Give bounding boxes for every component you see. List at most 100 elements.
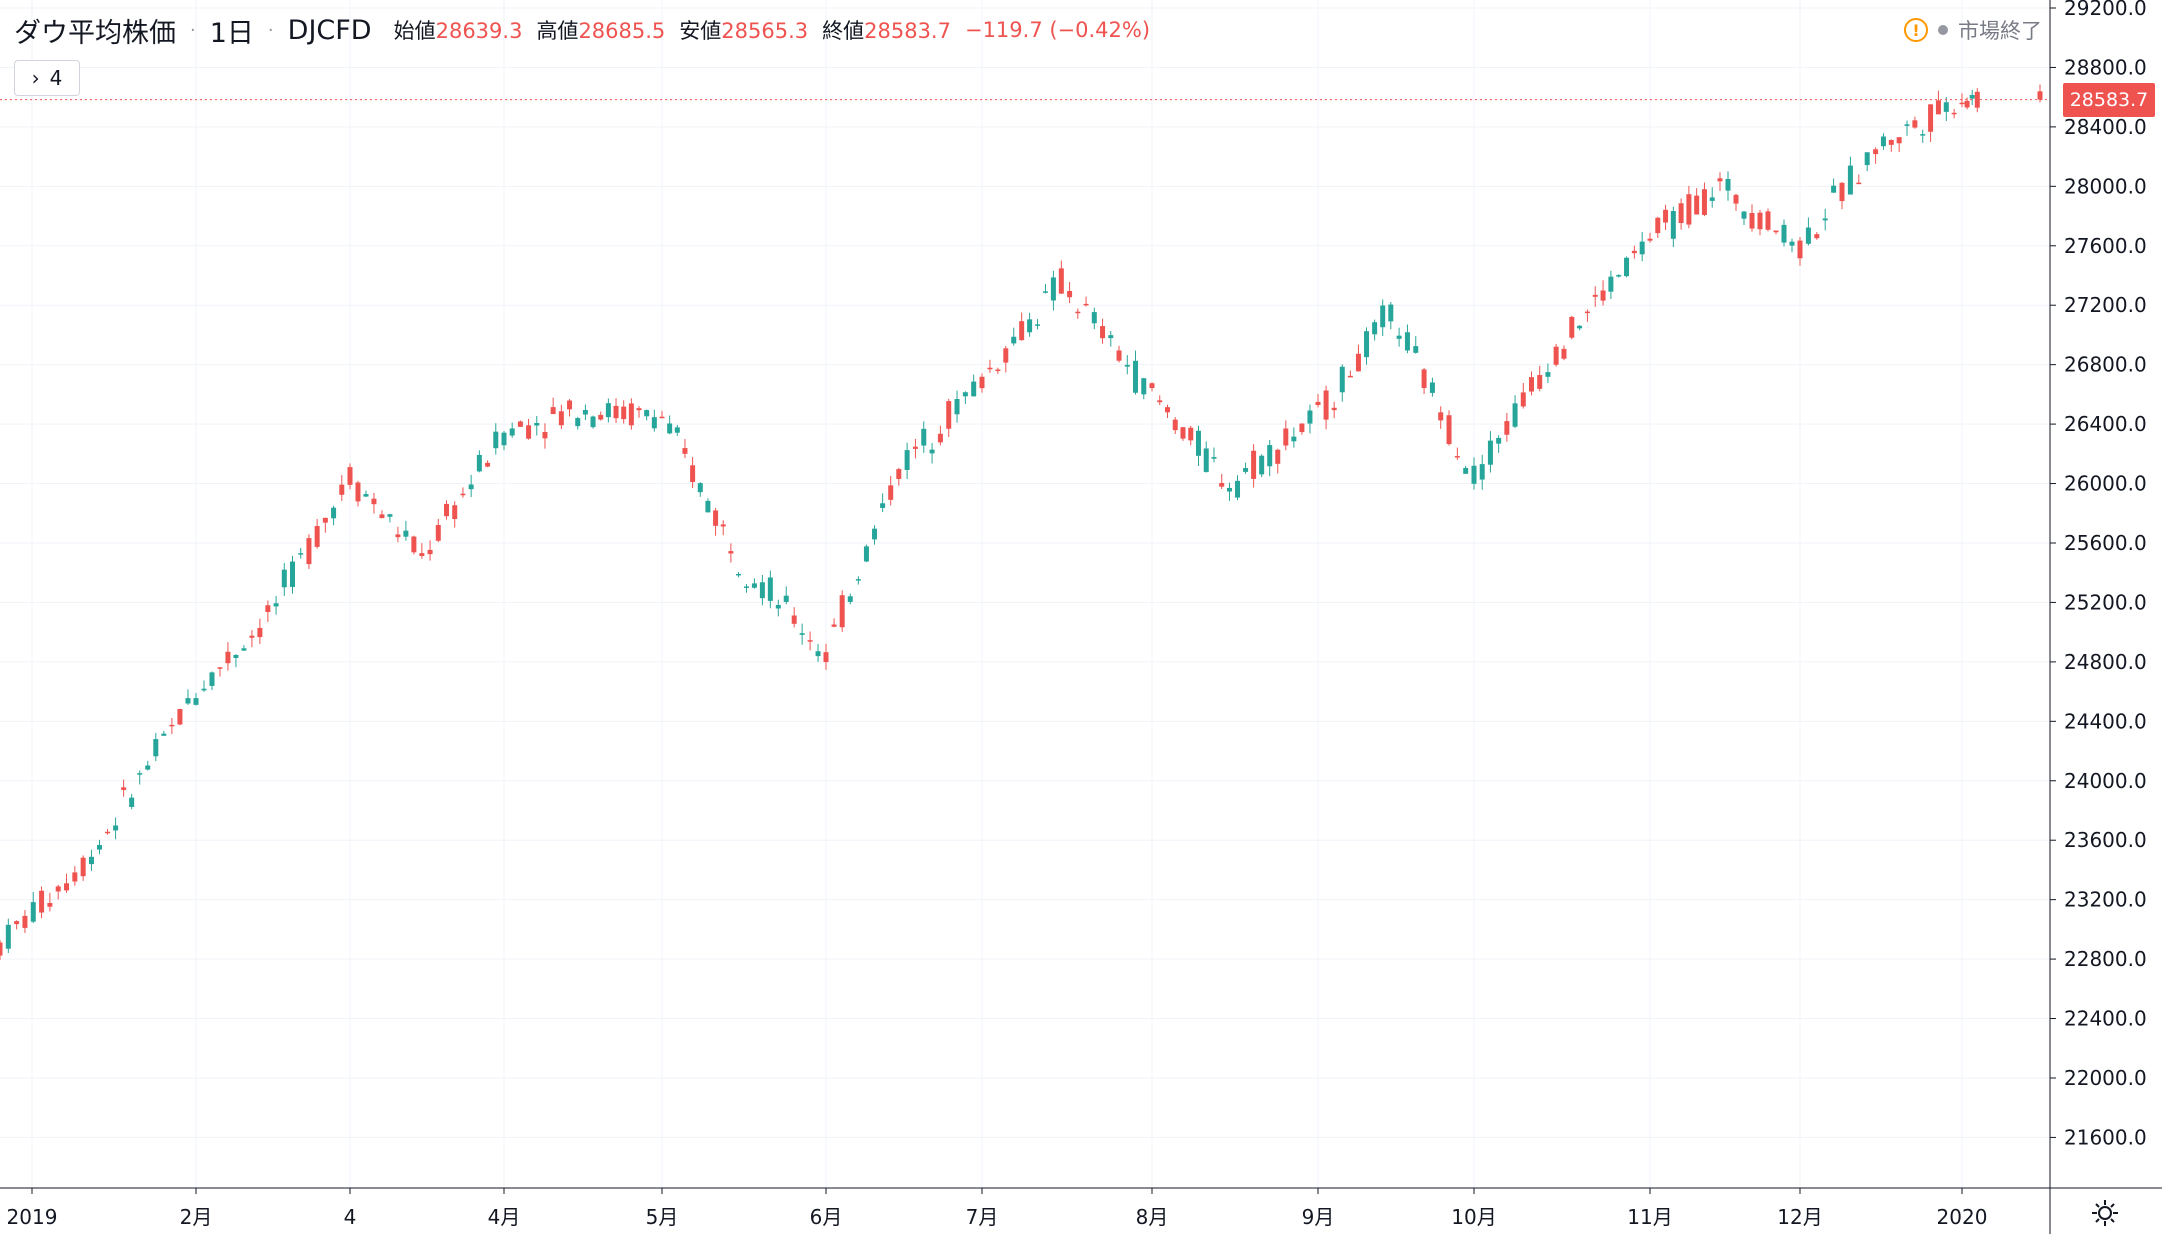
instrument-title[interactable]: ダウ平均株価 [14,17,176,49]
candle-body [1741,211,1747,219]
candle-body [427,549,433,555]
candle [567,399,573,417]
warning-icon[interactable]: ! [1904,18,1928,42]
candle [47,892,53,912]
candle-body [363,494,369,497]
candle-body [225,651,231,664]
candle-body [1116,350,1122,361]
candle [444,500,450,520]
candle-body [605,403,611,418]
candle-body [995,369,1001,372]
candle [1413,336,1419,354]
y-tick-label: 26800.0 [2064,353,2147,377]
candle [1108,330,1114,347]
candle [1075,308,1081,319]
candle [1058,260,1064,294]
symbol-label[interactable]: DJCFD [287,14,372,46]
candle-body [659,416,665,419]
candle-body [1235,480,1241,498]
candle-body [1686,194,1692,225]
y-tick-label: 24800.0 [2064,650,2147,674]
candle-body [306,538,312,565]
candle-body [193,698,199,705]
candle-body [847,596,853,602]
candle [30,892,36,923]
candle [298,547,304,559]
candle-body [1364,331,1370,358]
candle [1805,217,1811,246]
candle [1243,462,1249,474]
candle-body [954,399,960,415]
candle [355,480,361,507]
candle-body [185,698,191,704]
candle-body [395,534,401,538]
candle [1100,318,1106,344]
candle [621,400,627,424]
candle-body [1446,415,1452,445]
y-tick-label: 26400.0 [2064,412,2147,436]
candle [767,570,773,609]
candle-body [823,652,829,663]
candle-body [1463,467,1469,474]
candle [1569,315,1575,340]
candle-body [1058,268,1064,294]
market-status[interactable]: ! 市場終了 [1904,12,2042,48]
interval-label[interactable]: 1日 [209,17,254,49]
candle [1195,425,1201,467]
candle [1608,270,1614,299]
candle-body [273,603,279,607]
candle [145,760,151,771]
candle-body [682,448,688,454]
candle-body [1307,410,1313,424]
candle-body [322,517,328,523]
candle-body [1388,304,1394,322]
candle-body [1624,257,1630,277]
candle [954,390,960,423]
candle [1372,319,1378,341]
candle [1259,454,1265,478]
candle-body [674,427,680,433]
candle [1446,410,1452,446]
candle-body [1864,152,1870,166]
candle-body [1773,230,1779,233]
candle [161,730,167,737]
candle-body [1429,382,1435,393]
candle-body [831,624,837,627]
candle-body [1873,149,1879,155]
candle-body [1631,250,1637,254]
indicators-toggle-button[interactable]: › 4 [14,60,80,96]
candle [791,607,797,628]
candle-body [1180,427,1186,439]
candle-body [1896,137,1902,144]
candle-body [97,844,103,850]
candle-body [1091,312,1097,324]
candle [1888,139,1894,152]
candle [1315,393,1321,408]
candle [1463,465,1469,474]
gear-icon[interactable] [2090,1198,2120,1228]
candle-body [1592,294,1598,297]
candle [1814,232,1820,240]
candle [847,593,853,605]
candle [912,438,918,459]
candle [1686,185,1692,229]
candle-body [1380,305,1386,328]
candle [476,450,482,473]
candle-body [1789,241,1795,246]
candle-body [129,797,135,807]
candle-body [460,493,466,496]
candle-body [728,551,734,554]
candle-body [1487,440,1493,465]
candle [517,420,523,427]
candle-body [1504,421,1510,435]
candle [1592,286,1598,307]
candle [177,708,183,726]
candle [1757,209,1763,236]
candle [1896,136,1902,152]
candle-body [1108,335,1114,339]
y-tick-label: 25600.0 [2064,531,2147,555]
candle-body [281,569,287,588]
candle-body [1251,450,1257,479]
